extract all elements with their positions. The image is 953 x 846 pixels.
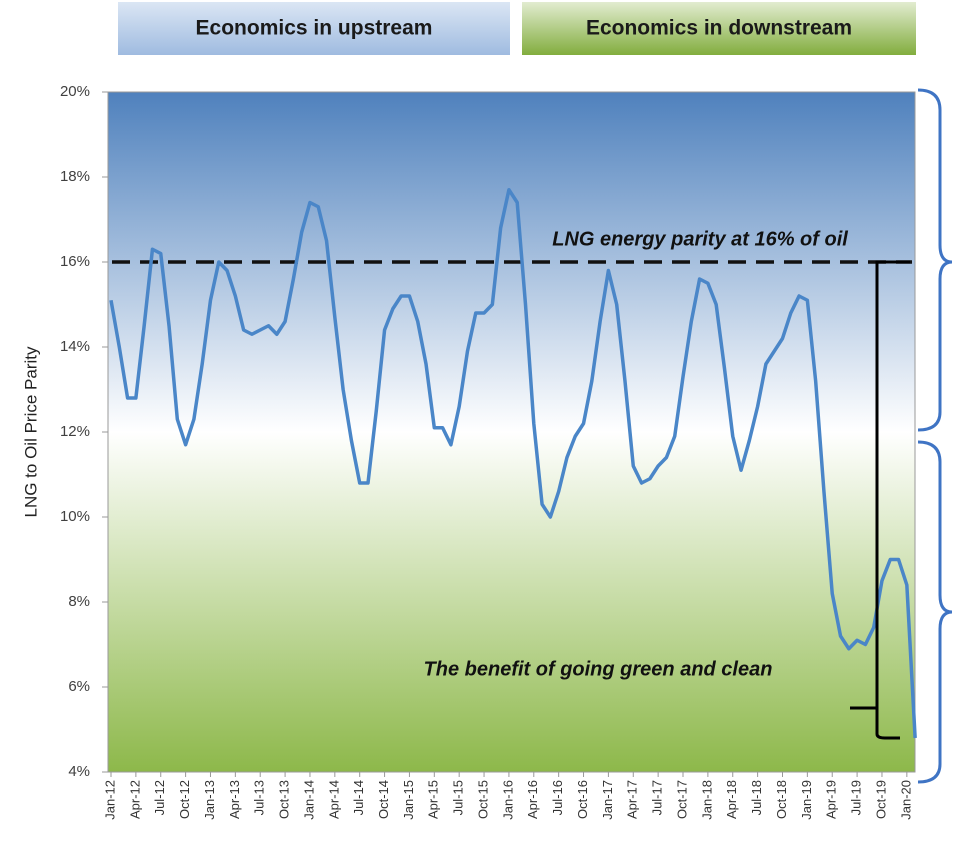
header-box <box>118 2 510 55</box>
x-tick-label: Jan-12 <box>102 780 117 820</box>
y-tick-label: 18% <box>60 168 90 185</box>
y-axis-label: LNG to Oil Price Parity <box>21 346 40 517</box>
x-tick-label: Oct-17 <box>674 780 689 819</box>
x-tick-label: Apr-18 <box>724 780 739 819</box>
x-tick-label: Jan-17 <box>600 780 615 820</box>
header: Economics in upstream <box>196 17 433 40</box>
x-tick-label: Jul-18 <box>749 780 764 815</box>
x-tick-label: Jul-15 <box>451 780 466 815</box>
brace <box>917 88 953 432</box>
x-tick-label: Jan-16 <box>500 780 515 820</box>
y-tick-label: 12% <box>60 423 90 440</box>
y-tick-label: 10% <box>60 508 90 525</box>
header: Economics in downstream <box>586 17 852 40</box>
x-tick-label: Jan-18 <box>699 780 714 820</box>
x-tick-label: Oct-13 <box>277 780 292 819</box>
x-tick-label: Apr-17 <box>625 780 640 819</box>
x-tick-label: Jan-13 <box>202 780 217 820</box>
x-tick-label: Oct-19 <box>873 780 888 819</box>
x-tick-label: Jul-16 <box>550 780 565 815</box>
x-tick-label: Apr-14 <box>326 780 341 819</box>
x-tick-label: Oct-16 <box>575 780 590 819</box>
header-box <box>522 2 916 55</box>
x-tick-label: Jul-17 <box>650 780 665 815</box>
x-tick-label: Oct-15 <box>475 780 490 819</box>
x-tick-label: Oct-14 <box>376 780 391 819</box>
y-tick-label: 16% <box>60 253 90 270</box>
y-tick-label: 8% <box>68 593 90 610</box>
x-tick-label: Oct-12 <box>177 780 192 819</box>
x-tick-label: Jul-13 <box>252 780 267 815</box>
gap-bracket <box>850 260 910 740</box>
x-tick-label: Jan-20 <box>898 780 913 820</box>
y-tick-label: 6% <box>68 678 90 695</box>
x-tick-label: Jan-15 <box>401 780 416 820</box>
x-tick-label: Jan-19 <box>799 780 814 820</box>
x-tick-label: Apr-15 <box>426 780 441 819</box>
data-line <box>109 188 917 739</box>
y-tick-label: 20% <box>60 83 90 100</box>
x-tick-label: Jan-14 <box>301 780 316 820</box>
x-tick-label: Oct-18 <box>774 780 789 819</box>
annotation: The benefit of going green and clean <box>424 658 773 680</box>
x-tick-label: Apr-16 <box>525 780 540 819</box>
brace <box>917 440 953 784</box>
x-tick-label: Jul-12 <box>152 780 167 815</box>
y-tick-label: 14% <box>60 338 90 355</box>
plot-area <box>107 91 916 773</box>
x-tick-label: Apr-12 <box>127 780 142 819</box>
annotation: LNG energy parity at 16% of oil <box>552 228 848 250</box>
y-tick-label: 4% <box>68 763 90 780</box>
x-tick-label: Jul-19 <box>849 780 864 815</box>
x-tick-label: Apr-19 <box>824 780 839 819</box>
x-tick-label: Apr-13 <box>227 780 242 819</box>
x-tick-label: Jul-14 <box>351 780 366 815</box>
